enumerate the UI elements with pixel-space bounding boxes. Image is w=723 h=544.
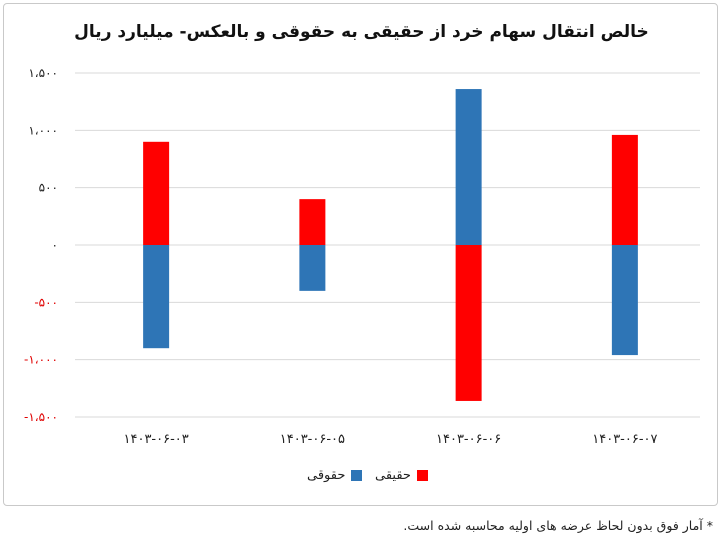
y-tick-label: -۱،۵۰۰ [24,410,58,424]
bar-hoghoughi [143,245,170,349]
x-tick-label: ۱۴۰۳-۰۶-۰۳ [124,432,189,447]
bar-haghighi [611,134,638,245]
bar-hoghoughi [611,245,638,356]
bar-haghighi [455,245,482,401]
chart-frame [3,3,718,506]
legend-item-haghighi: حقیقی [375,468,428,483]
y-tick-label: ۰ [52,238,58,252]
legend-label-hoghoughi: حقوقی [307,468,346,483]
y-tick-label: -۵۰۰ [34,295,58,309]
x-tick-label: ۱۴۰۳-۰۶-۰۵ [280,432,345,447]
legend-swatch-haghighi [416,470,428,481]
bar-haghighi [299,199,326,245]
bar-hoghoughi [455,89,482,245]
y-tick-label: ۱،۰۰۰ [28,123,58,137]
y-tick-label: -۱،۰۰۰ [24,353,58,367]
y-tick-label: ۵۰۰ [39,181,58,195]
x-tick-label: ۱۴۰۳-۰۶-۰۷ [592,432,657,447]
chart-title: خالص انتقال سهام خرد از حقیقی به حقوقی و… [74,22,649,42]
bar-hoghoughi [299,245,326,291]
x-tick-label: ۱۴۰۳-۰۶-۰۶ [436,432,501,447]
legend-item-hoghoughi: حقوقی [307,468,363,483]
bar-haghighi [143,141,170,245]
y-tick-label: ۱،۵۰۰ [28,66,58,80]
legend-swatch-hoghoughi [351,470,363,481]
legend-label-haghighi: حقیقی [375,468,411,483]
footnote: * آمار فوق بدون لحاظ عرضه های اولیه محاس… [403,518,713,533]
